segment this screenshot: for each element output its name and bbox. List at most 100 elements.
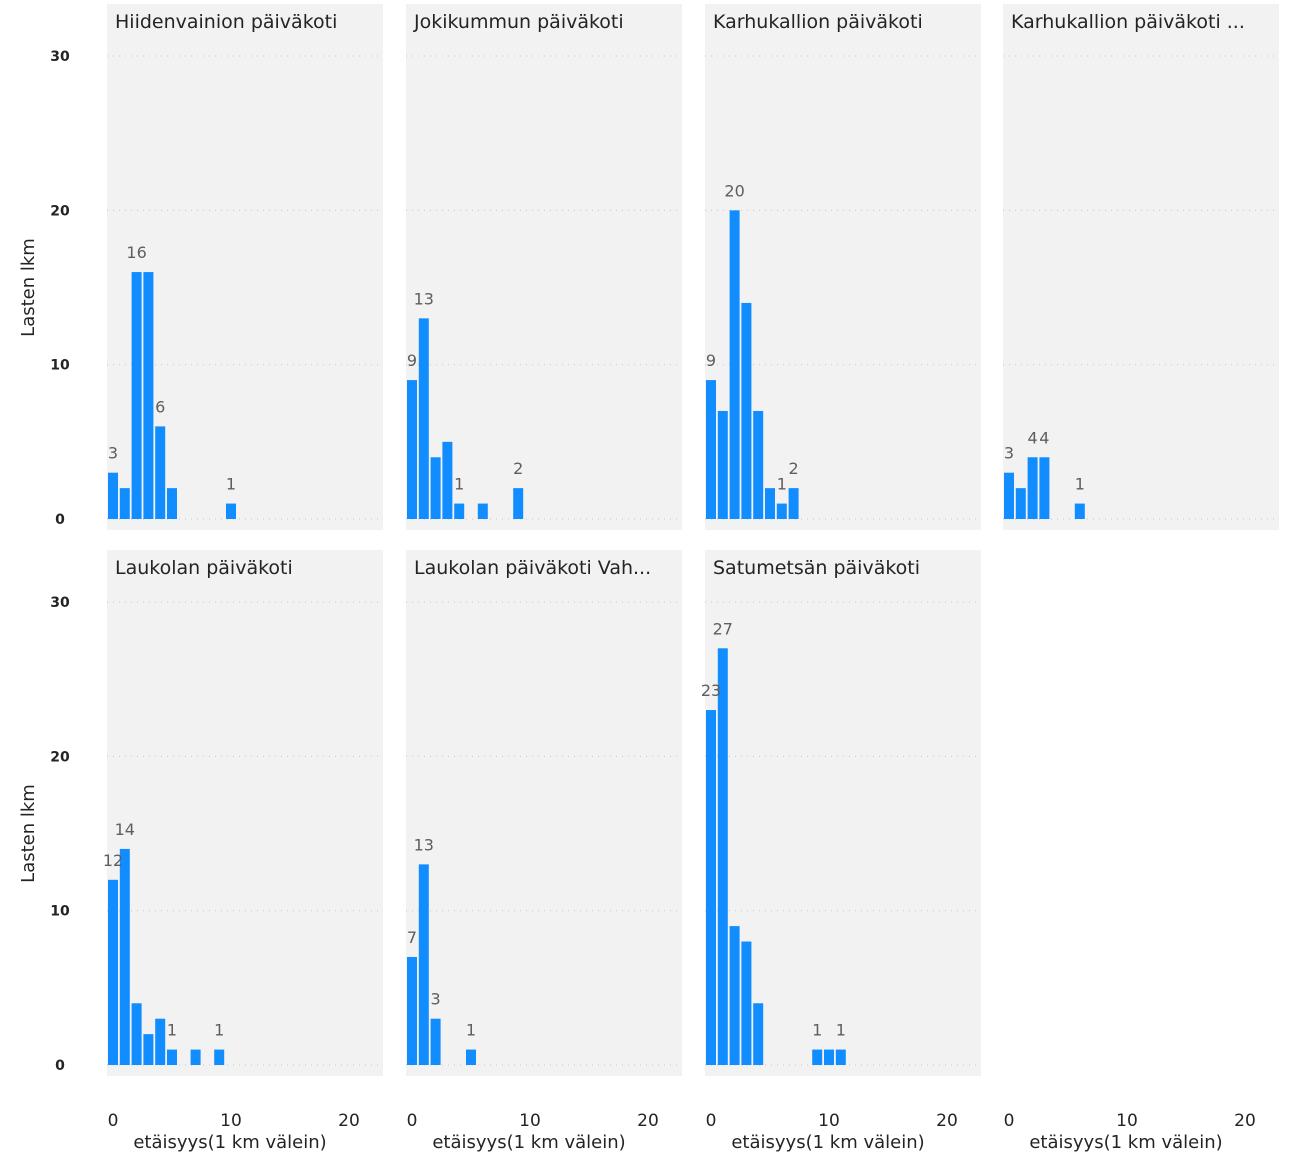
- bar[interactable]: [717, 410, 728, 519]
- bar[interactable]: [753, 1003, 764, 1065]
- bar[interactable]: [765, 488, 775, 519]
- x-tick-label: 0: [1004, 1111, 1015, 1131]
- facet-panel: Laukolan päiväkoti 12 14 1 1: [103, 550, 383, 1076]
- bar[interactable]: [717, 648, 728, 1065]
- bar[interactable]: [706, 710, 716, 1065]
- bar[interactable]: [753, 410, 764, 519]
- bar[interactable]: [108, 472, 118, 519]
- bar[interactable]: [119, 848, 130, 1065]
- data-label: 7: [407, 928, 417, 947]
- y-axis-title: Lasten lkm: [18, 238, 39, 337]
- bar[interactable]: [119, 488, 130, 519]
- x-axis-title: etäisyys(1 km välein): [1029, 1132, 1222, 1153]
- bar[interactable]: [776, 503, 787, 519]
- panel-title: Karhukallion päiväkoti: [713, 11, 923, 33]
- data-label: 3: [431, 990, 441, 1009]
- data-label: 20: [724, 181, 744, 200]
- bar[interactable]: [1039, 457, 1050, 519]
- data-label: 1: [812, 1021, 822, 1040]
- bar[interactable]: [167, 1049, 177, 1065]
- bar[interactable]: [1074, 503, 1085, 519]
- bar[interactable]: [835, 1049, 846, 1065]
- x-tick-label: 10: [220, 1111, 242, 1131]
- bar[interactable]: [190, 1049, 201, 1065]
- y-tick-label: 0: [55, 512, 65, 528]
- bar[interactable]: [454, 503, 465, 519]
- bar[interactable]: [729, 210, 740, 520]
- x-tick-label: 10: [519, 1111, 541, 1131]
- bar[interactable]: [729, 926, 740, 1065]
- data-label: 1: [214, 1021, 224, 1040]
- bar[interactable]: [226, 503, 236, 519]
- bar[interactable]: [155, 1018, 166, 1065]
- data-label: 9: [706, 351, 716, 370]
- bar[interactable]: [812, 1049, 823, 1065]
- bar[interactable]: [788, 488, 799, 519]
- bar[interactable]: [214, 1049, 225, 1065]
- facet-panel: Laukolan päiväkoti Vah... 7 13 3 1: [406, 550, 682, 1076]
- bar[interactable]: [143, 1034, 154, 1065]
- y-tick-label: 10: [50, 358, 70, 374]
- x-tick-label: 10: [818, 1111, 840, 1131]
- bar[interactable]: [466, 1049, 476, 1065]
- facet-panel: Jokikummun päiväkoti 9 13 1 2: [406, 4, 682, 530]
- bar[interactable]: [706, 380, 716, 519]
- bar[interactable]: [407, 380, 417, 519]
- data-label: 23: [701, 681, 721, 700]
- bar[interactable]: [1004, 472, 1014, 519]
- x-axis-title: etäisyys(1 km välein): [432, 1132, 625, 1153]
- data-label: 13: [414, 835, 434, 854]
- panel-title: Satumetsän päiväkoti: [713, 557, 920, 579]
- bar[interactable]: [418, 864, 429, 1065]
- panel-title: Jokikummun päiväkoti: [413, 11, 624, 33]
- panel-title: Laukolan päiväkoti: [115, 557, 293, 579]
- data-label: 4: [1028, 428, 1038, 447]
- bar[interactable]: [824, 1049, 834, 1065]
- bar[interactable]: [131, 1003, 142, 1065]
- x-tick-label: 20: [637, 1111, 659, 1131]
- bar[interactable]: [1015, 488, 1026, 519]
- bar[interactable]: [741, 941, 752, 1065]
- bar[interactable]: [407, 956, 417, 1065]
- x-axis-title: etäisyys(1 km välein): [133, 1132, 326, 1153]
- data-label: 1: [226, 475, 236, 494]
- bar[interactable]: [477, 503, 488, 519]
- y-axis-title: Lasten lkm: [18, 784, 39, 883]
- bar[interactable]: [442, 441, 453, 519]
- y-tick-label: 30: [50, 49, 70, 65]
- bar[interactable]: [430, 1018, 441, 1065]
- y-tick-label: 20: [50, 749, 70, 765]
- bar[interactable]: [108, 879, 118, 1065]
- x-tick-label: 20: [338, 1111, 360, 1131]
- x-tick-label: 20: [1234, 1111, 1256, 1131]
- panel-title: Hiidenvainion päiväkoti: [115, 11, 337, 33]
- x-tick-label: 10: [1116, 1111, 1138, 1131]
- bar[interactable]: [418, 318, 429, 519]
- x-tick-label: 0: [108, 1111, 119, 1131]
- bar[interactable]: [167, 488, 177, 519]
- bar[interactable]: [131, 272, 142, 519]
- panel-title: Laukolan päiväkoti Vah...: [414, 557, 651, 579]
- bar[interactable]: [155, 426, 166, 519]
- data-label: 6: [155, 397, 165, 416]
- data-label: 1: [466, 1021, 476, 1040]
- bar[interactable]: [430, 457, 441, 519]
- data-label: 1: [836, 1021, 846, 1040]
- data-label: 9: [407, 351, 417, 370]
- data-label: 1: [1075, 475, 1085, 494]
- panel-background: [406, 550, 682, 1076]
- bar[interactable]: [513, 488, 524, 519]
- panel-background: [107, 550, 383, 1076]
- data-label: 12: [103, 851, 123, 870]
- data-label: 1: [777, 475, 787, 494]
- data-label: 2: [513, 459, 523, 478]
- bar[interactable]: [1027, 457, 1038, 519]
- y-tick-label: 30: [50, 595, 70, 611]
- bar[interactable]: [143, 272, 154, 519]
- x-tick-label: 0: [407, 1111, 418, 1131]
- bar[interactable]: [741, 302, 752, 519]
- data-label: 13: [414, 289, 434, 308]
- y-tick-label: 20: [50, 203, 70, 219]
- panel-title: Karhukallion päiväkoti ...: [1011, 11, 1245, 33]
